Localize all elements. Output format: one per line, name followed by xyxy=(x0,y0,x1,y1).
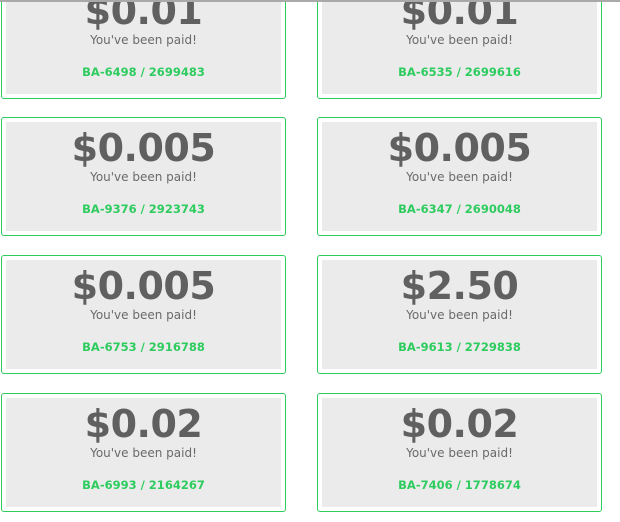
payment-amount: $0.01 xyxy=(84,0,203,33)
payment-message: You've been paid! xyxy=(406,446,513,460)
payment-code: BA-9376 / 2923743 xyxy=(82,202,205,216)
payment-code: BA-9613 / 2729838 xyxy=(398,340,521,354)
payment-card-body: $0.005 You've been paid! BA-6753 / 2916788 xyxy=(6,260,281,369)
payment-card: $0.005 You've been paid! BA-9376 / 2923743 xyxy=(1,117,286,236)
payment-amount: $0.02 xyxy=(84,402,203,446)
payment-card: $0.02 You've been paid! BA-6993 / 2164267 xyxy=(1,393,286,512)
payment-message: You've been paid! xyxy=(90,33,197,47)
payment-card-body: $0.01 You've been paid! BA-6535 / 2699616 xyxy=(322,0,597,94)
payment-code: BA-6535 / 2699616 xyxy=(398,65,521,79)
payment-code: BA-6753 / 2916788 xyxy=(82,340,205,354)
payment-code: BA-6347 / 2690048 xyxy=(398,202,521,216)
payment-amount: $2.50 xyxy=(400,264,519,308)
payment-card-body: $0.005 You've been paid! BA-6347 / 2690048 xyxy=(322,122,597,231)
payment-amount: $0.02 xyxy=(400,402,519,446)
payment-message: You've been paid! xyxy=(406,33,513,47)
payment-amount: $0.01 xyxy=(400,0,519,33)
payment-message: You've been paid! xyxy=(406,170,513,184)
payment-message: You've been paid! xyxy=(406,308,513,322)
payment-card: $0.02 You've been paid! BA-7406 / 1778674 xyxy=(317,393,602,512)
payment-amount: $0.005 xyxy=(387,126,532,170)
payment-amount: $0.005 xyxy=(71,126,216,170)
payment-card: $0.01 You've been paid! BA-6498 / 2699483 xyxy=(1,0,286,99)
payment-message: You've been paid! xyxy=(90,446,197,460)
payment-code: BA-6993 / 2164267 xyxy=(82,478,205,492)
payment-card-body: $0.01 You've been paid! BA-6498 / 2699483 xyxy=(6,0,281,94)
payment-card-body: $0.005 You've been paid! BA-9376 / 2923743 xyxy=(6,122,281,231)
payment-code: BA-7406 / 1778674 xyxy=(398,478,521,492)
payment-card: $0.01 You've been paid! BA-6535 / 2699616 xyxy=(317,0,602,99)
payment-card-body: $0.02 You've been paid! BA-7406 / 1778674 xyxy=(322,398,597,507)
payment-code: BA-6498 / 2699483 xyxy=(82,65,205,79)
payment-message: You've been paid! xyxy=(90,308,197,322)
payment-card-body: $2.50 You've been paid! BA-9613 / 2729838 xyxy=(322,260,597,369)
payment-card: $2.50 You've been paid! BA-9613 / 2729838 xyxy=(317,255,602,374)
top-divider xyxy=(0,0,620,2)
payment-card-body: $0.02 You've been paid! BA-6993 / 2164267 xyxy=(6,398,281,507)
payment-amount: $0.005 xyxy=(71,264,216,308)
payment-card: $0.005 You've been paid! BA-6347 / 2690048 xyxy=(317,117,602,236)
payment-message: You've been paid! xyxy=(90,170,197,184)
payment-card: $0.005 You've been paid! BA-6753 / 2916788 xyxy=(1,255,286,374)
